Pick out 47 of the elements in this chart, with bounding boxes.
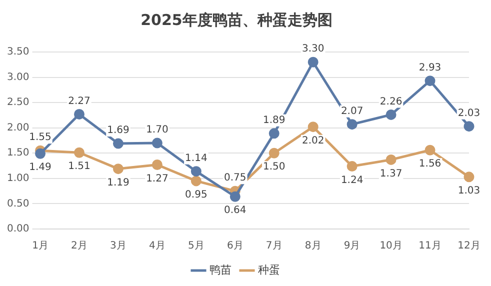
legend-label: 鸭苗 [210, 263, 232, 276]
y-tick-label: 1.50 [7, 148, 30, 159]
y-tick-label: 1.00 [7, 173, 30, 184]
x-tick-label: 4月 [149, 240, 166, 252]
y-tick-label: 2.00 [7, 122, 30, 134]
data-label: 2.26 [380, 96, 402, 108]
chart-title: 2025年度鸭苗、种蛋走势图 [140, 10, 332, 29]
data-label: 1.37 [380, 168, 402, 180]
x-tick-label: 8月 [304, 240, 322, 252]
data-label: 2.93 [418, 62, 442, 74]
y-tick-label: 3.00 [7, 72, 30, 83]
y-tick-label: 3.50 [7, 46, 30, 58]
data-label: 2.27 [68, 96, 90, 107]
data-label: 0.95 [185, 190, 208, 201]
x-tick-label: 9月 [344, 240, 360, 252]
data-label: 1.03 [458, 186, 480, 197]
data-label: 1.19 [107, 177, 130, 188]
x-tick-label: 5月 [188, 240, 204, 252]
x-tick-label: 3月 [110, 240, 126, 252]
x-tick-label: 11月 [418, 240, 442, 252]
data-label: 1.55 [29, 132, 52, 144]
data-label: 1.24 [340, 174, 364, 186]
data-label: 1.14 [185, 152, 208, 164]
data-label: 1.56 [418, 158, 442, 170]
data-label: 1.89 [262, 115, 286, 126]
data-label: 2.03 [458, 108, 480, 119]
data-label: 1.49 [29, 162, 52, 174]
data-label: 1.27 [146, 173, 168, 184]
y-tick-label: 2.50 [7, 97, 30, 108]
data-label: 3.30 [302, 44, 324, 55]
y-tick-label: 0.50 [7, 198, 30, 210]
x-tick-label: 6月 [226, 240, 244, 252]
data-label: 1.70 [146, 124, 168, 136]
data-label: 2.02 [302, 135, 324, 146]
data-label: 0.64 [224, 205, 246, 216]
data-label: 1.50 [262, 162, 286, 173]
x-tick-label: 2月 [71, 240, 88, 252]
x-tick-label: 1月 [32, 240, 48, 252]
x-tick-label: 12月 [458, 240, 480, 252]
data-label: 1.51 [68, 161, 90, 172]
x-tick-label: 7月 [266, 240, 282, 252]
y-tick-label: 0.00 [7, 224, 30, 235]
data-label: 0.75 [224, 172, 246, 184]
data-label: 2.07 [340, 106, 364, 117]
x-tick-label: 10月 [380, 240, 402, 252]
data-label: 1.69 [107, 125, 130, 136]
legend-label: 种蛋 [258, 263, 280, 276]
